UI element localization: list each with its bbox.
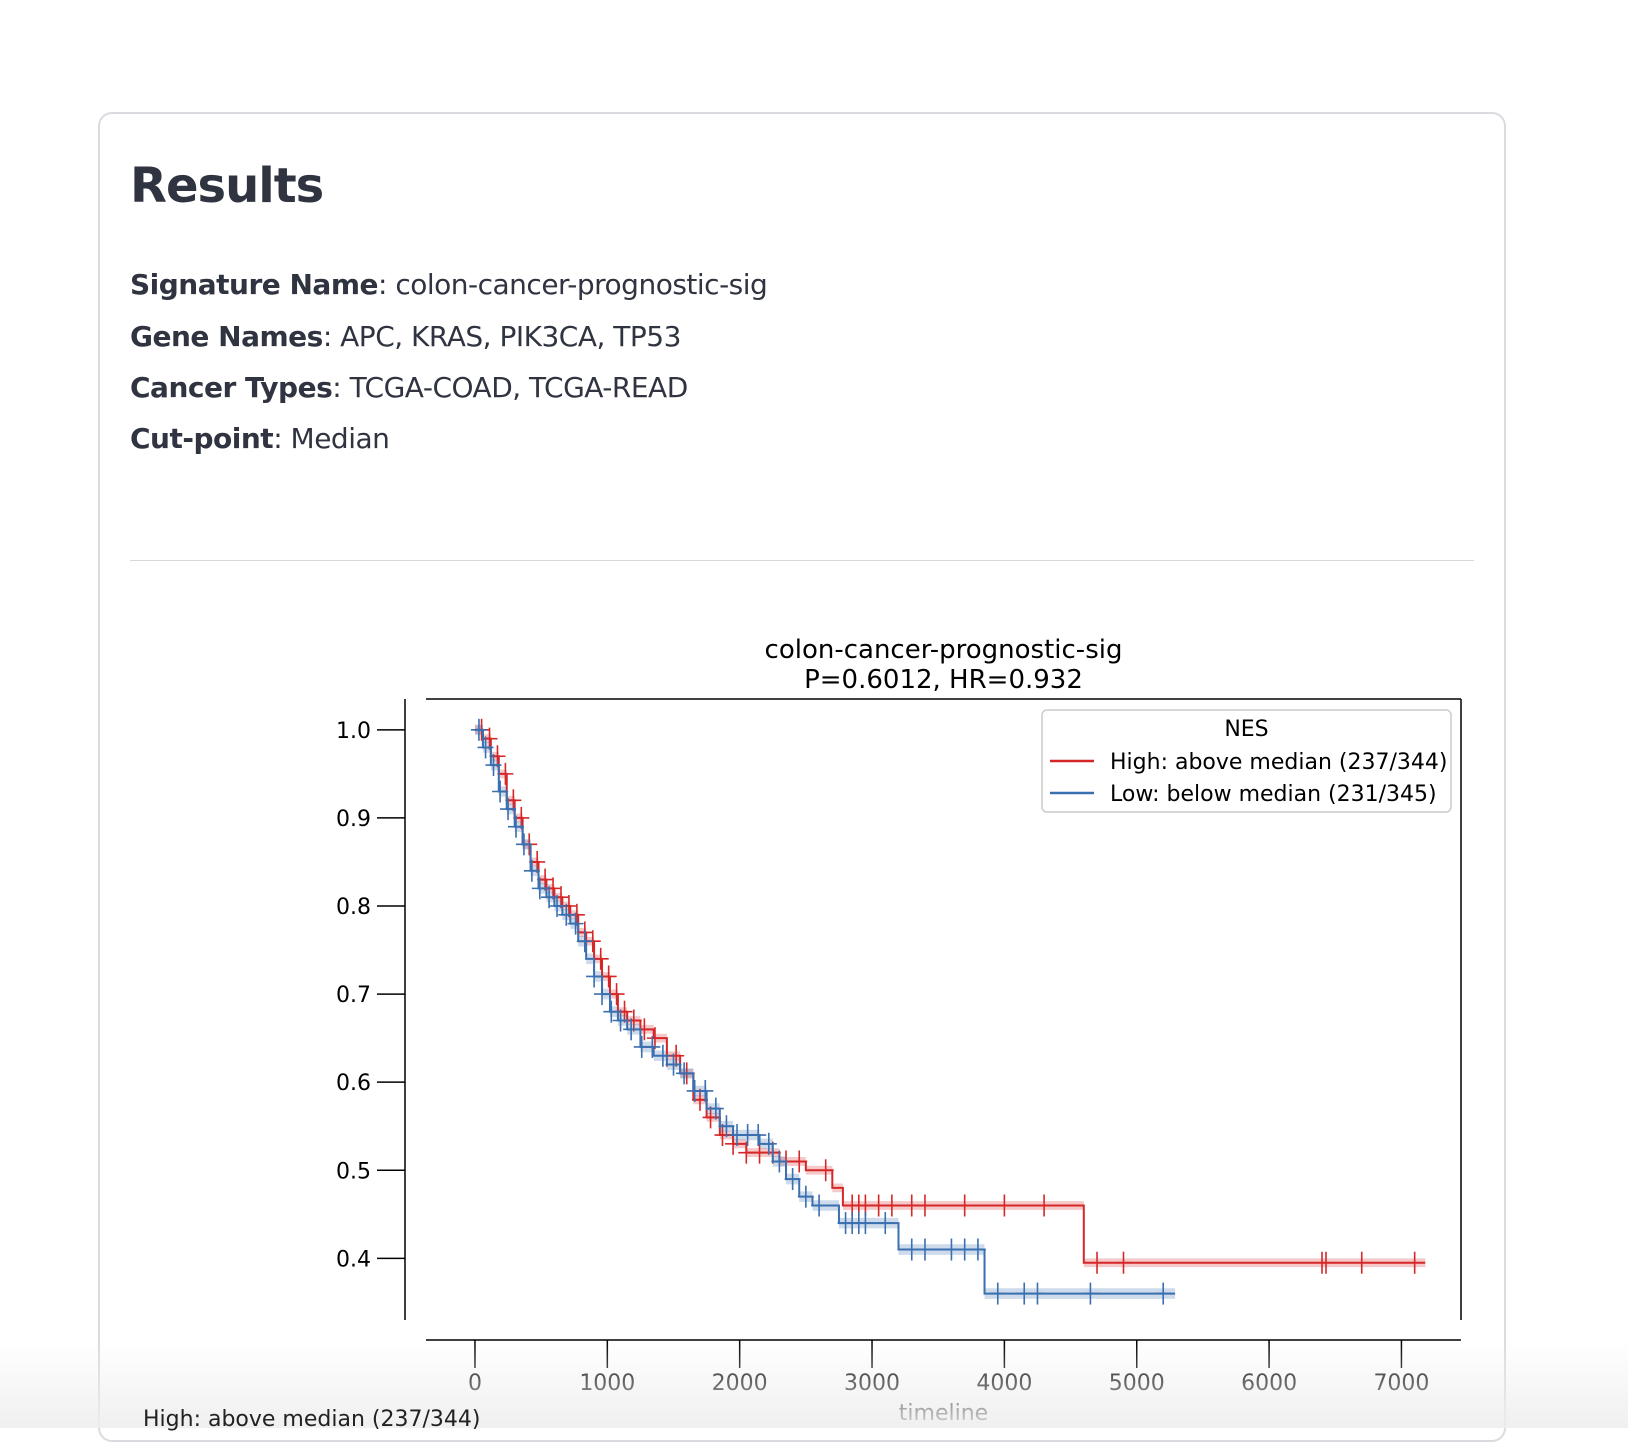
chart-subtitle: P=0.6012, HR=0.932 [804, 665, 1083, 695]
cut-point-value: Median [290, 422, 390, 455]
x-tick-label: 1000 [579, 1371, 635, 1396]
chart-title: colon-cancer-prognostic-sig [765, 635, 1123, 665]
page-title: Results [130, 158, 324, 214]
x-tick-label: 2000 [712, 1371, 768, 1396]
legend-title: NES [1224, 717, 1268, 742]
cut-point-label: Cut-point [130, 422, 274, 455]
y-tick-label: 0.9 [336, 807, 371, 832]
x-axis-label: timeline [899, 1401, 988, 1426]
cancer-types-value: TCGA-COAD, TCGA-READ [349, 371, 689, 404]
x-tick-label: 7000 [1373, 1371, 1429, 1396]
x-tick-label: 6000 [1241, 1371, 1297, 1396]
cancer-types-row: Cancer Types: TCGA-COAD, TCGA-READ [130, 371, 688, 404]
footer-series-label: High: above median (237/344) [143, 1407, 481, 1432]
y-tick-label: 0.5 [336, 1159, 371, 1184]
legend-label-low: Low: below median (231/345) [1110, 782, 1437, 807]
x-tick-label: 4000 [976, 1371, 1032, 1396]
y-tick-label: 0.8 [336, 895, 371, 920]
legend-box [1041, 709, 1452, 813]
section-divider [130, 560, 1474, 561]
signature-name-label: Signature Name [130, 268, 379, 301]
cancer-types-label: Cancer Types [130, 371, 333, 404]
legend-label-high: High: above median (237/344) [1110, 750, 1447, 775]
gene-names-label: Gene Names [130, 320, 323, 353]
gene-names-value: APC, KRAS, PIK3CA, TP53 [340, 320, 681, 353]
x-tick-label: 0 [468, 1371, 482, 1396]
gene-names-row: Gene Names: APC, KRAS, PIK3CA, TP53 [130, 320, 681, 353]
y-tick-label: 0.7 [336, 983, 371, 1008]
y-tick-label: 0.4 [336, 1247, 371, 1272]
y-tick-label: 1.0 [336, 719, 371, 744]
y-tick-label: 0.6 [336, 1071, 371, 1096]
signature-name-row: Signature Name: colon-cancer-prognostic-… [130, 268, 768, 301]
x-tick-label: 5000 [1109, 1371, 1165, 1396]
x-tick-label: 3000 [844, 1371, 900, 1396]
signature-name-value: colon-cancer-prognostic-sig [395, 268, 768, 301]
cut-point-row: Cut-point: Median [130, 422, 390, 455]
